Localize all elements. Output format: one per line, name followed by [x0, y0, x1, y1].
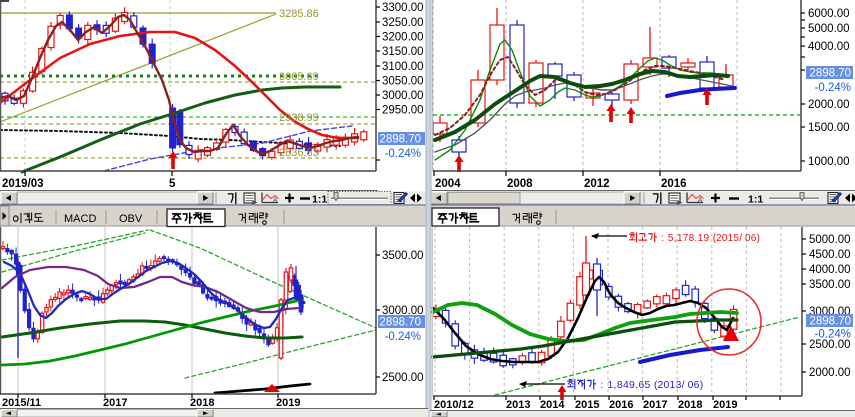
- svg-text:3300.00: 3300.00: [382, 2, 424, 14]
- svg-text:-0.24%: -0.24%: [385, 148, 421, 160]
- svg-text:(: (: [713, 233, 717, 244]
- svg-text:0: 0: [745, 233, 751, 244]
- svg-text:1000.00: 1000.00: [808, 156, 850, 168]
- svg-text:3250.00: 3250.00: [382, 17, 424, 29]
- svg-text:2017: 2017: [103, 397, 127, 409]
- svg-text:/: /: [739, 233, 742, 244]
- svg-text:2018: 2018: [190, 397, 214, 409]
- svg-text:4: 4: [623, 380, 629, 391]
- svg-text:3100.00: 3100.00: [382, 61, 424, 73]
- svg-text:3200.00: 3200.00: [382, 32, 424, 44]
- svg-text:2019/03: 2019/03: [2, 178, 44, 190]
- svg-text:4000.00: 4000.00: [808, 41, 850, 53]
- svg-text:2000.00: 2000.00: [809, 367, 851, 379]
- svg-text:6: 6: [638, 380, 644, 391]
- svg-text:A: A: [698, 197, 703, 204]
- svg-text:2012: 2012: [584, 178, 610, 190]
- svg-text:0: 0: [722, 233, 728, 244]
- svg-text:2015: 2015: [575, 399, 599, 411]
- svg-text:5: 5: [668, 233, 674, 244]
- svg-text:3000.00: 3000.00: [382, 305, 424, 317]
- svg-text::: :: [600, 380, 603, 391]
- svg-text:1:1: 1:1: [748, 194, 763, 206]
- svg-text:.: .: [694, 233, 697, 244]
- svg-text:2000.00: 2000.00: [808, 99, 850, 111]
- svg-text:2: 2: [657, 380, 663, 391]
- svg-text:5: 5: [169, 178, 176, 190]
- svg-text:2013: 2013: [506, 399, 530, 411]
- svg-text:,: ,: [674, 233, 677, 244]
- svg-text:2018: 2018: [678, 399, 702, 411]
- svg-text:-0.24%: -0.24%: [385, 331, 421, 343]
- svg-text:2898.70: 2898.70: [809, 316, 851, 328]
- svg-text:1: 1: [698, 233, 704, 244]
- svg-text:A: A: [273, 197, 278, 204]
- svg-text:5000.00: 5000.00: [809, 234, 851, 246]
- svg-text:2017: 2017: [643, 399, 667, 411]
- svg-text:): ): [700, 380, 703, 391]
- svg-text:3050.00: 3050.00: [382, 76, 424, 88]
- svg-text:8: 8: [689, 233, 695, 244]
- svg-text:2014: 2014: [540, 399, 565, 411]
- svg-text:3285.86: 3285.86: [279, 8, 319, 20]
- svg-text:2898.70: 2898.70: [379, 317, 421, 329]
- svg-text:-0.24%: -0.24%: [815, 329, 851, 341]
- svg-text:1: 1: [670, 380, 676, 391]
- svg-text:1:1: 1:1: [312, 194, 327, 206]
- svg-text:MACD: MACD: [64, 213, 96, 225]
- svg-text:(: (: [654, 380, 658, 391]
- svg-text:/: /: [682, 380, 685, 391]
- svg-text:6000.00: 6000.00: [808, 8, 850, 20]
- svg-text::: :: [661, 233, 664, 244]
- svg-text:4000.00: 4000.00: [809, 264, 851, 276]
- svg-text:2500.00: 2500.00: [382, 372, 424, 384]
- svg-text:2016: 2016: [609, 399, 633, 411]
- svg-text:1: 1: [607, 380, 613, 391]
- svg-text:.: .: [635, 380, 638, 391]
- svg-text:-0.24%: -0.24%: [815, 82, 851, 94]
- svg-text:2500.00: 2500.00: [809, 339, 851, 351]
- svg-text:2938.99: 2938.99: [279, 112, 319, 124]
- svg-text:3500.00: 3500.00: [809, 279, 851, 291]
- svg-text:2836.83: 2836.83: [279, 147, 319, 159]
- svg-text:2008: 2008: [507, 178, 533, 190]
- svg-text:,: ,: [613, 380, 616, 391]
- svg-text:9: 9: [629, 380, 635, 391]
- svg-text:2015/11: 2015/11: [2, 397, 41, 409]
- svg-text:2010/12: 2010/12: [434, 399, 474, 411]
- svg-text:2019: 2019: [276, 397, 300, 409]
- svg-text:3: 3: [676, 380, 682, 391]
- svg-text:2950.00: 2950.00: [382, 105, 424, 117]
- svg-text:1500.00: 1500.00: [808, 122, 850, 134]
- svg-text:2004: 2004: [435, 178, 461, 190]
- svg-text:5: 5: [733, 233, 739, 244]
- svg-text:5000.00: 5000.00: [808, 23, 850, 35]
- svg-text:7: 7: [683, 233, 689, 244]
- svg-text:2016: 2016: [661, 178, 687, 190]
- svg-text:0: 0: [664, 380, 670, 391]
- svg-text:2019: 2019: [713, 399, 737, 411]
- svg-text:1: 1: [728, 233, 734, 244]
- svg-text:9: 9: [704, 233, 710, 244]
- svg-text:3000.00: 3000.00: [382, 90, 424, 102]
- svg-text:6: 6: [751, 233, 757, 244]
- svg-text:3065.69: 3065.69: [279, 71, 319, 83]
- svg-text:0: 0: [688, 380, 694, 391]
- svg-text:2: 2: [716, 233, 722, 244]
- svg-text:4500.00: 4500.00: [809, 249, 851, 261]
- svg-text:6: 6: [694, 380, 700, 391]
- svg-text:OBV: OBV: [119, 213, 143, 225]
- svg-text:2898.70: 2898.70: [379, 134, 421, 146]
- svg-text:3500.00: 3500.00: [382, 250, 424, 262]
- svg-text:2898.70: 2898.70: [809, 68, 851, 80]
- svg-text:3150.00: 3150.00: [382, 46, 424, 58]
- svg-text:5: 5: [644, 380, 650, 391]
- svg-text:): ): [757, 233, 760, 244]
- svg-text:8: 8: [617, 380, 623, 391]
- svg-text:1: 1: [677, 233, 683, 244]
